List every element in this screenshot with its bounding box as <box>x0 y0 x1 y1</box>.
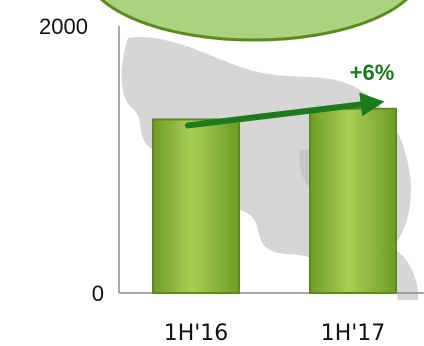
bar-1h17 <box>309 107 397 294</box>
growth-annotation-label: +6% <box>350 60 395 85</box>
x-category-label-1h17: 1H'17 <box>321 321 386 346</box>
growth-arrow <box>185 92 385 129</box>
badge-decoration <box>99 0 409 42</box>
x-category-label-1h16: 1H'16 <box>164 321 229 346</box>
y-tick-label-0: 0 <box>92 281 104 306</box>
y-tick-label-2000: 2000 <box>39 14 88 39</box>
bar-1h16 <box>152 118 240 294</box>
